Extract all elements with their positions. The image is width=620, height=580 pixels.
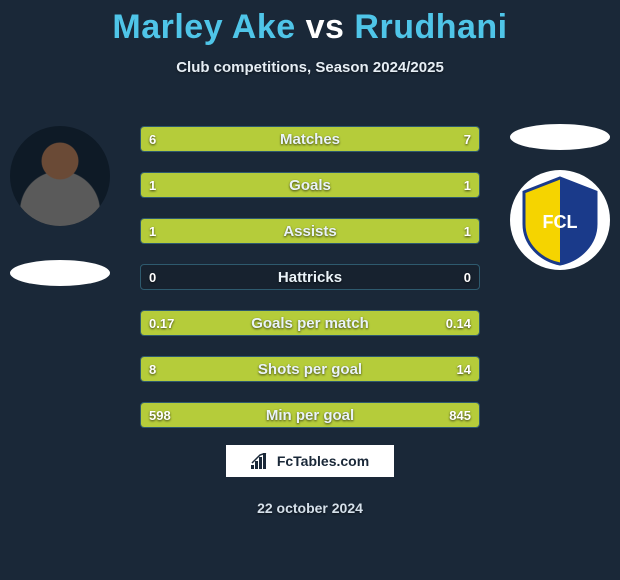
- stat-left-fill: [141, 219, 310, 243]
- stat-left-fill: [141, 173, 310, 197]
- stat-right-fill: [327, 311, 479, 335]
- source-badge: FcTables.com: [225, 444, 395, 478]
- club-badge-icon: FCL: [510, 170, 610, 270]
- comparison-title: Marley Ake vs Rrudhani: [0, 8, 620, 47]
- stat-right-fill: [310, 173, 479, 197]
- source-text: FcTables.com: [277, 453, 369, 469]
- svg-text:FCL: FCL: [543, 212, 578, 232]
- stat-right-fill: [280, 403, 479, 427]
- player2-flag: [510, 124, 610, 150]
- subtitle: Club competitions, Season 2024/2025: [0, 59, 620, 76]
- stat-row: Min per goal598845: [140, 402, 480, 428]
- stat-label: Hattricks: [141, 265, 479, 289]
- stats-bars: Matches67 Goals11 Assists11 Hattricks0 0 Goal…: [140, 126, 480, 428]
- stat-row: Assists11: [140, 218, 480, 244]
- player1-avatar: [10, 126, 110, 226]
- player2-club-badge: FCL: [510, 170, 610, 270]
- stat-left-fill: [141, 357, 263, 381]
- stat-row: Hattricks0 0: [140, 264, 480, 290]
- player1-name: Marley Ake: [112, 8, 295, 46]
- fctables-logo-icon: [251, 453, 271, 469]
- header: Marley Ake vs Rrudhani Club competitions…: [0, 0, 620, 76]
- stat-right-value: 0: [456, 265, 479, 289]
- stat-right-fill: [296, 127, 479, 151]
- stat-row: Goals11: [140, 172, 480, 198]
- stat-right-fill: [310, 219, 479, 243]
- stat-row: Matches67: [140, 126, 480, 152]
- stat-left-fill: [141, 127, 296, 151]
- stat-row: Goals per match0.170.14: [140, 310, 480, 336]
- player1-flag: [10, 260, 110, 286]
- snapshot-date: 22 october 2024: [0, 500, 620, 516]
- stat-row: Shots per goal814: [140, 356, 480, 382]
- stat-left-value: 0: [141, 265, 164, 289]
- stat-left-fill: [141, 311, 327, 335]
- vs-separator: vs: [306, 8, 345, 46]
- stat-left-fill: [141, 403, 280, 427]
- stat-right-fill: [263, 357, 479, 381]
- player2-name: Rrudhani: [354, 8, 507, 46]
